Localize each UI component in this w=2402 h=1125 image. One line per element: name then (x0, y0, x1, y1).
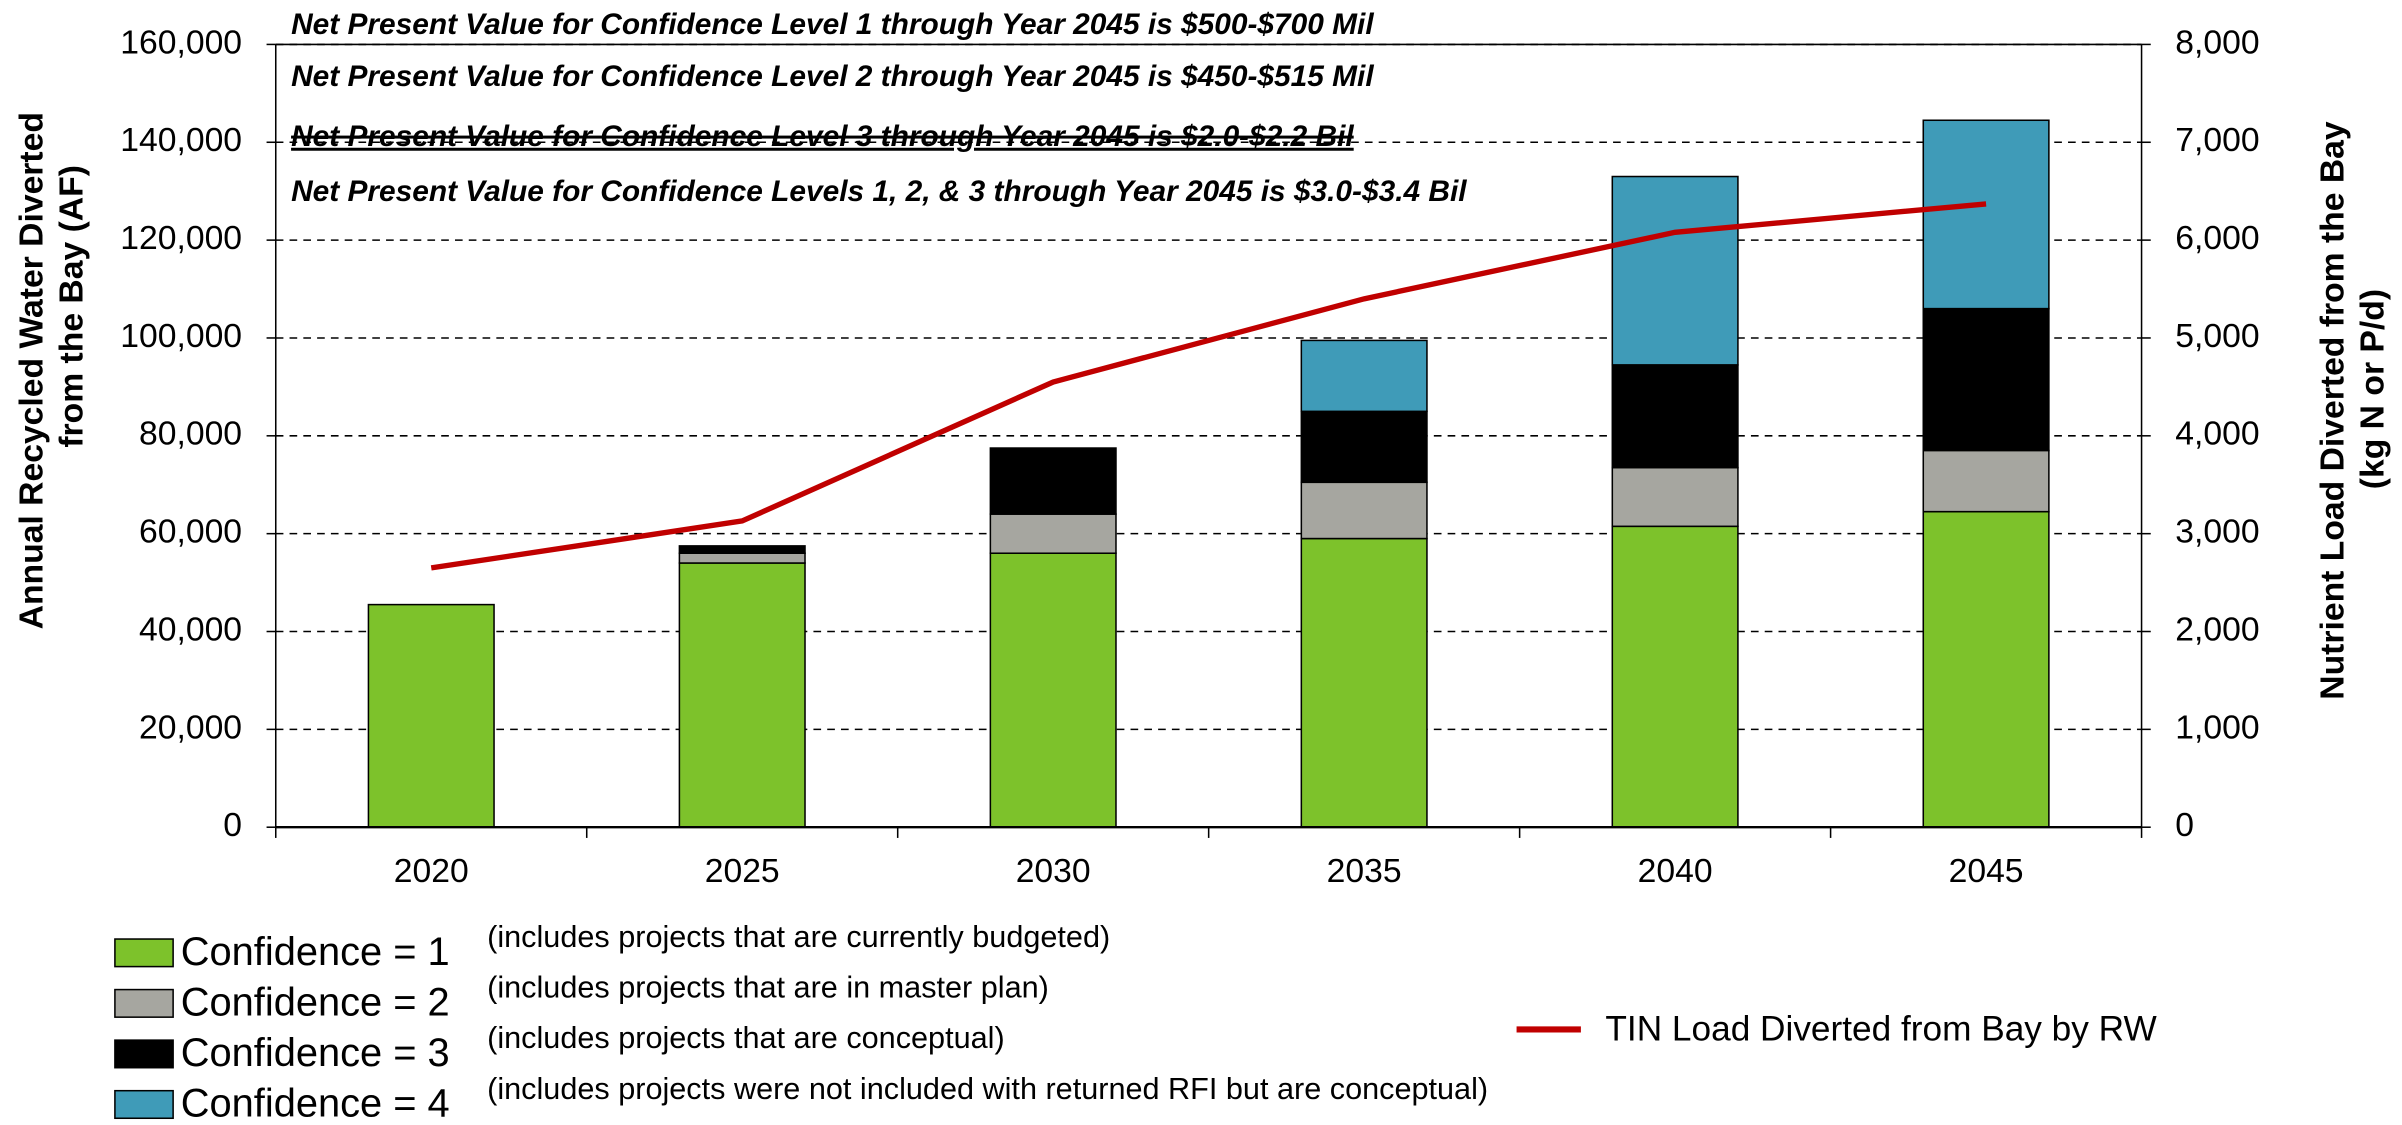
bar-segment (678, 545, 806, 554)
bar-segment (678, 562, 806, 828)
legend-label: TIN Load Diverted from Bay by RW (1605, 1009, 2157, 1048)
legend-label: Confidence = 2 (181, 980, 450, 1024)
legend-swatch (114, 1039, 174, 1069)
legend-note: (includes projects that are conceptual) (487, 1021, 1004, 1055)
legend-note: (includes projects were not included wit… (487, 1072, 1488, 1106)
y-tick-label: 120,000 (120, 219, 242, 257)
y2-tick-label: 7,000 (2175, 121, 2259, 159)
y-tick-label: 0 (223, 806, 242, 844)
bar-segment (367, 603, 495, 828)
bar-segment (1611, 525, 1739, 828)
bar-segment (989, 552, 1117, 828)
bar-segment (989, 447, 1117, 515)
legend-swatch (114, 988, 174, 1018)
legend-label: Confidence = 4 (181, 1082, 450, 1125)
annotation: Net Present Value for Confidence Level 1… (291, 8, 1374, 41)
legend-swatch (114, 938, 174, 968)
bar-segment (1922, 510, 2050, 828)
x-tick-label: 2025 (705, 852, 780, 890)
y-tick-label: 60,000 (139, 513, 242, 551)
y-tick-label: 140,000 (120, 121, 242, 159)
legend-note: (includes projects that are currently bu… (487, 920, 1110, 954)
bar-segment (1300, 339, 1428, 413)
y2-tick-label: 0 (2175, 806, 2194, 844)
bar-segment (1611, 466, 1739, 528)
y2-tick-label: 3,000 (2175, 513, 2259, 551)
y-tick-label: 100,000 (120, 317, 242, 355)
y2-tick-label: 8,000 (2175, 23, 2259, 61)
bar-segment (1922, 307, 2050, 452)
bar-segment (1611, 175, 1739, 366)
y2-axis-title: (kg N or P/d) (2353, 289, 2391, 489)
bar-segment (678, 552, 806, 564)
bar-segment (1922, 449, 2050, 513)
bar-segment (1611, 364, 1739, 469)
bar-segment (1922, 119, 2050, 310)
y-axis-title: from the Bay (AF) (52, 165, 90, 448)
x-tick-label: 2035 (1327, 852, 1402, 890)
annotation: Net Present Value for Confidence Level 3… (291, 120, 1354, 153)
bar-segment (1300, 410, 1428, 484)
legend-label: Confidence = 1 (181, 930, 450, 974)
x-tick-label: 2045 (1949, 852, 2024, 890)
y-tick-label: 160,000 (120, 23, 242, 61)
y2-tick-label: 2,000 (2175, 610, 2259, 648)
y-tick-label: 40,000 (139, 610, 242, 648)
annotation: Net Present Value for Confidence Level 2… (291, 60, 1374, 93)
bar-segment (1300, 537, 1428, 828)
annotation: Net Present Value for Confidence Levels … (291, 175, 1467, 208)
y2-tick-label: 6,000 (2175, 219, 2259, 257)
y2-axis-title: Nutrient Load Diverted from the Bay (2313, 121, 2351, 700)
x-tick-label: 2040 (1638, 852, 1713, 890)
x-tick-label: 2030 (1016, 852, 1091, 890)
legend-swatch (114, 1089, 174, 1120)
y-tick-label: 20,000 (139, 708, 242, 746)
line (430, 201, 1987, 571)
y2-tick-label: 5,000 (2175, 317, 2259, 355)
legend-note: (includes projects that are in master pl… (487, 971, 1049, 1005)
y2-tick-label: 1,000 (2175, 708, 2259, 746)
bar-segment (989, 513, 1117, 554)
bar-segment (1300, 481, 1428, 540)
y-axis-title: Annual Recycled Water Diverted (13, 112, 51, 629)
x-tick-label: 2020 (394, 852, 469, 890)
y-tick-label: 80,000 (139, 415, 242, 453)
legend-label: Confidence = 3 (181, 1031, 450, 1075)
y2-tick-label: 4,000 (2175, 415, 2259, 453)
